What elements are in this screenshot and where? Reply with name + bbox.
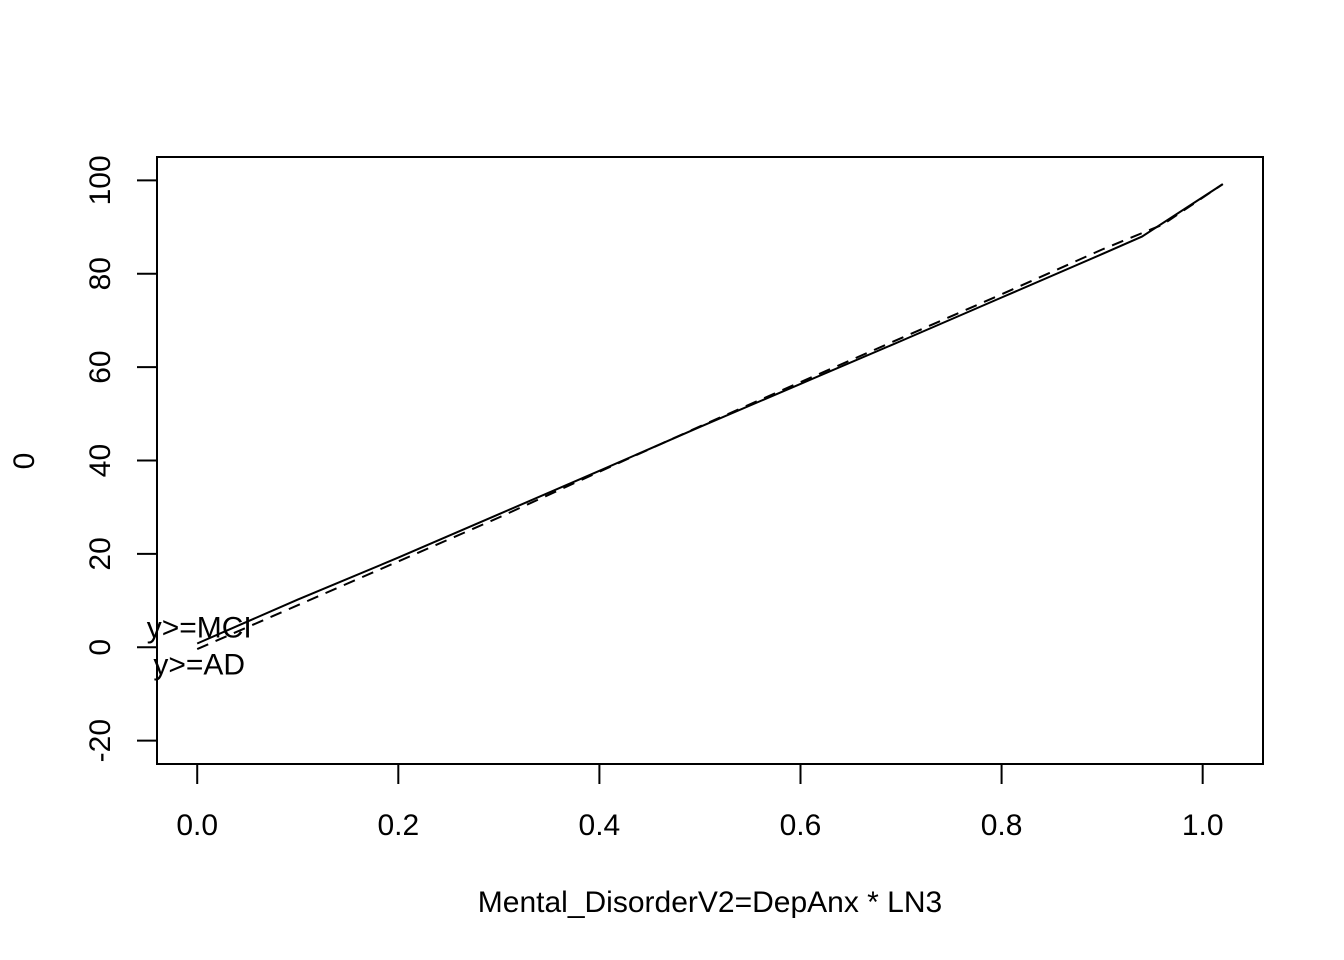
x-tick-label: 0.0 bbox=[176, 809, 218, 842]
series-layer bbox=[196, 183, 1224, 651]
y-tick-label: 0 bbox=[84, 639, 117, 656]
y-tick-label: 20 bbox=[84, 537, 117, 570]
annotation-label: y>=AD bbox=[153, 649, 245, 682]
x-axis-title: Mental_DisorderV2=DepAnx * LN3 bbox=[478, 886, 942, 919]
y-tick-label: 100 bbox=[84, 155, 117, 205]
x-tick-label: 0.8 bbox=[981, 809, 1023, 842]
x-tick-label: 0.6 bbox=[780, 809, 822, 842]
series-line-dashed bbox=[196, 183, 1224, 651]
series-line-solid bbox=[196, 183, 1224, 645]
annotation-layer: y>=MCI y>=AD bbox=[147, 611, 252, 681]
y-tick-label: -20 bbox=[84, 719, 117, 762]
y-axis: -20 0 20 40 60 80 100 bbox=[84, 155, 158, 762]
x-tick-label: 1.0 bbox=[1182, 809, 1224, 842]
plot-frame bbox=[156, 156, 1264, 765]
y-tick-label: 80 bbox=[84, 257, 117, 290]
annotation-label: y>=MCI bbox=[147, 611, 252, 644]
y-tick-label: 60 bbox=[84, 350, 117, 383]
x-tick-label: 0.2 bbox=[377, 809, 419, 842]
y-axis-title: 0 bbox=[8, 453, 41, 470]
y-tick-label: 40 bbox=[84, 444, 117, 477]
x-axis: 0.0 0.2 0.4 0.6 0.8 1.0 bbox=[176, 763, 1224, 842]
x-tick-label: 0.4 bbox=[579, 809, 621, 842]
